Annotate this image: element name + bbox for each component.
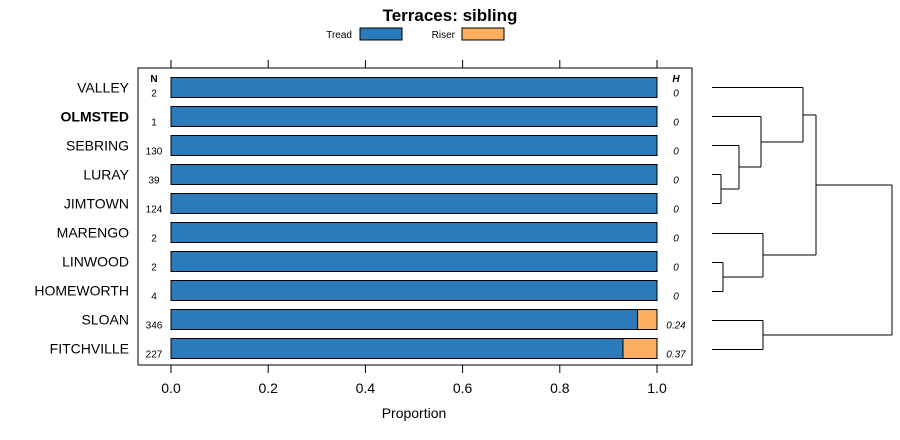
n-value: 2	[151, 89, 157, 100]
category-label: SLOAN	[82, 312, 129, 328]
dendrogram-branch	[712, 87, 816, 204]
plot-frame	[137, 67, 693, 366]
h-value: 0.37	[666, 350, 686, 361]
category-label: MARENGO	[57, 225, 129, 241]
bar-tread	[170, 106, 658, 127]
category-label: JIMTOWN	[64, 196, 129, 212]
legend-label-riser: Riser	[432, 30, 456, 41]
x-tick-label: 0.0	[161, 380, 181, 396]
bar-row: MARENGO 2 0	[57, 222, 679, 245]
x-tick-label: 1.0	[647, 380, 667, 396]
h-value: 0	[673, 147, 679, 158]
bar-riser	[637, 309, 658, 330]
legend-swatch-tread	[359, 27, 403, 41]
bar-row: LINWOOD 2 0	[62, 251, 679, 274]
h-value: 0.24	[666, 321, 686, 332]
bar-tread	[170, 222, 658, 243]
legend-swatch-riser	[461, 27, 505, 41]
n-value: 2	[151, 263, 157, 274]
n-value: 346	[146, 321, 163, 332]
bar-tread	[170, 164, 658, 185]
x-tick-label: 0.8	[550, 380, 570, 396]
h-value: 0	[673, 263, 679, 274]
dendrogram-branch	[712, 185, 893, 350]
h-value: 0	[673, 176, 679, 187]
bar-tread	[170, 135, 658, 156]
bar-tread	[170, 193, 658, 214]
category-label: HOMEWORTH	[34, 283, 129, 299]
bar-row: SEBRING 130 0	[66, 135, 679, 158]
bar-row: JIMTOWN 124 0	[64, 193, 679, 216]
h-value: 0	[673, 234, 679, 245]
bar-tread	[170, 251, 658, 272]
x-axis-title: Proportion	[382, 405, 447, 421]
bar-row: VALLEY 2 0	[77, 77, 679, 100]
category-label: FITCHVILLE	[50, 341, 129, 357]
h-value: 0	[673, 89, 679, 100]
x-tick-label: 0.4	[356, 380, 376, 396]
bar-row: LURAY 39 0	[83, 164, 679, 187]
h-value: 0	[673, 292, 679, 303]
dendrogram-branch	[712, 233, 816, 292]
bar-row: OLMSTED 1 0	[61, 106, 679, 129]
h-column-header: H	[672, 74, 680, 85]
legend-label-tread: Tread	[326, 30, 352, 41]
n-value: 130	[146, 147, 163, 158]
bar-riser	[622, 338, 658, 359]
bar-row: HOMEWORTH 4 0	[34, 280, 679, 303]
n-value: 4	[151, 292, 157, 303]
n-value: 124	[146, 205, 163, 216]
h-value: 0	[673, 205, 679, 216]
legend: Tread Riser	[326, 27, 505, 41]
n-value: 227	[146, 350, 163, 361]
x-tick-label: 0.6	[453, 380, 473, 396]
category-label: LURAY	[83, 167, 129, 183]
x-tick-label: 0.2	[258, 380, 278, 396]
bar-row: FITCHVILLE 227 0.37	[50, 338, 686, 361]
h-value: 0	[673, 118, 679, 129]
category-label: VALLEY	[77, 80, 130, 96]
n-value: 2	[151, 234, 157, 245]
category-label: OLMSTED	[61, 109, 129, 125]
dendrogram	[712, 87, 893, 350]
n-column-header: N	[150, 74, 157, 85]
bar-tread	[170, 309, 639, 330]
bar-tread	[170, 280, 658, 301]
n-value: 1	[151, 118, 157, 129]
dendrogram-branch	[815, 115, 892, 255]
bar-tread	[170, 338, 624, 359]
x-axis: 0.0 0.2 0.4 0.6 0.8 1.0	[161, 60, 667, 396]
chart-title: Terraces: sibling	[383, 6, 518, 25]
category-label: SEBRING	[66, 138, 129, 154]
category-label: LINWOOD	[62, 254, 129, 270]
bar-row: SLOAN 346 0.24	[82, 309, 686, 332]
bar-tread	[170, 77, 658, 98]
n-value: 39	[148, 176, 160, 187]
